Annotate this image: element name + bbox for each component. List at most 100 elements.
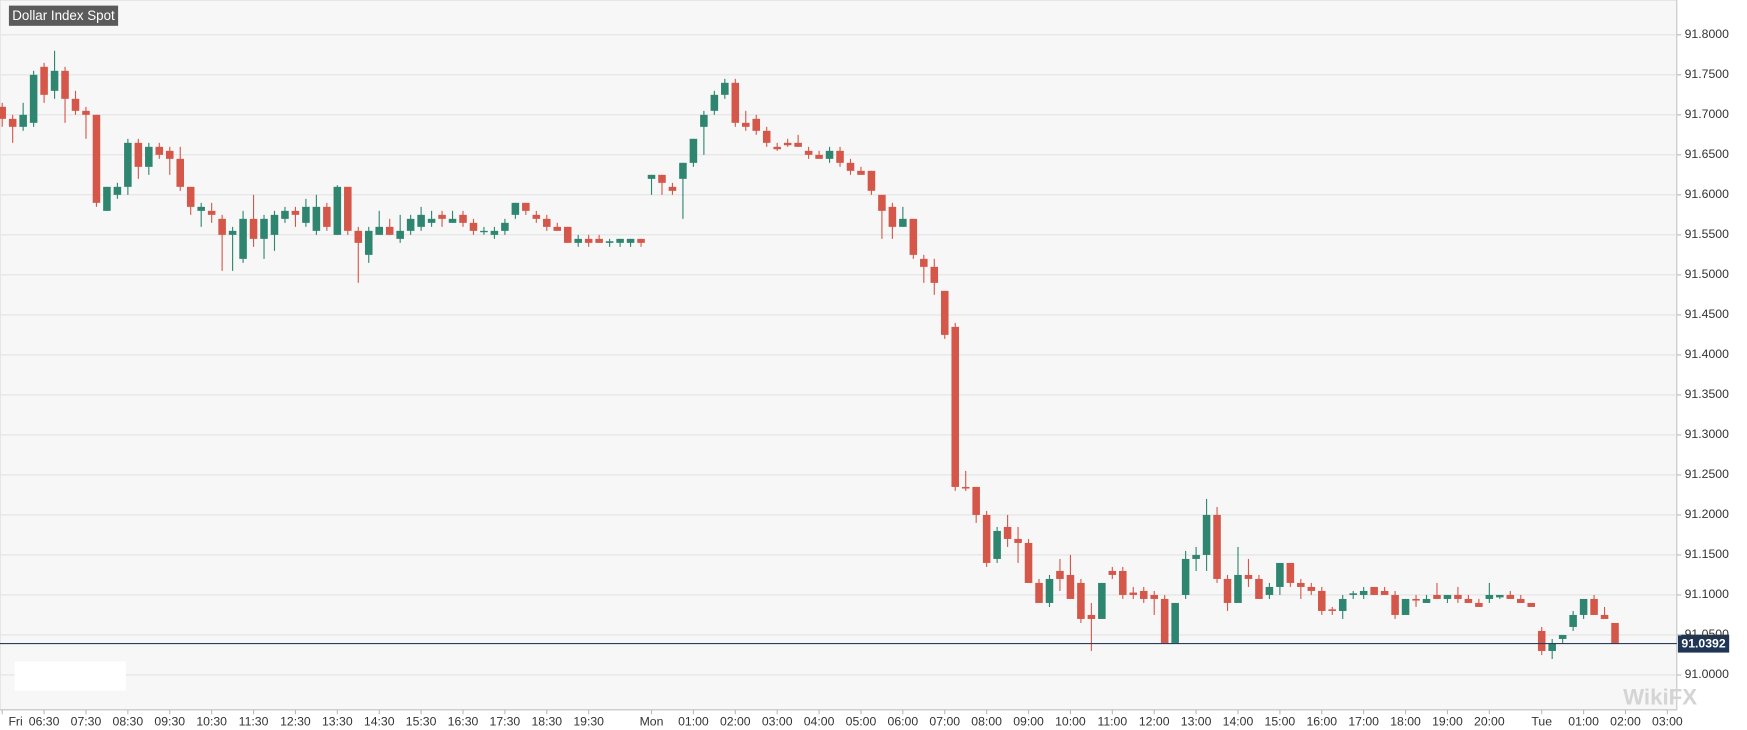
candle-body	[344, 186, 352, 231]
candle-body	[490, 230, 499, 235]
candle-body	[228, 230, 237, 235]
candle-body	[1119, 570, 1127, 595]
candle-body	[825, 150, 834, 159]
candle-body	[1475, 602, 1483, 607]
candle-body	[1600, 614, 1609, 619]
candle-body	[1579, 598, 1588, 615]
x-tick-label: 03:00	[762, 714, 793, 728]
candle-body	[385, 226, 394, 235]
candle-body	[155, 146, 164, 155]
candle-body	[1558, 634, 1567, 639]
candle-body	[1412, 598, 1420, 601]
candle-body	[1234, 574, 1242, 603]
candle-body	[961, 486, 970, 489]
candle-body	[930, 266, 939, 283]
candle-body	[1087, 614, 1096, 619]
candle-body	[186, 186, 195, 207]
x-tick-label: 12:00	[1139, 714, 1170, 728]
candle-body	[721, 82, 729, 95]
x-tick-label: 16:00	[1306, 714, 1337, 728]
y-tick-label: 91.8000	[1685, 27, 1729, 41]
candle-body	[920, 258, 928, 267]
candle-body	[239, 218, 247, 259]
candle-body	[522, 202, 530, 211]
x-tick-label: 19:00	[1432, 714, 1463, 728]
watermark: WikiFX	[1623, 684, 1697, 709]
y-tick-label: 91.1000	[1685, 587, 1729, 601]
candle-body	[1318, 590, 1326, 611]
candle-body	[909, 218, 918, 255]
candle-body	[679, 162, 687, 179]
candle-body	[40, 66, 48, 95]
candle-body	[333, 186, 342, 235]
candle-body	[1338, 598, 1347, 611]
candle-body	[113, 186, 122, 195]
candle-body	[50, 70, 59, 91]
candle-body	[773, 146, 781, 150]
y-axis-area	[1676, 0, 1747, 710]
candle-body	[616, 238, 624, 243]
y-tick-label: 91.5000	[1685, 267, 1729, 281]
candle-body	[878, 194, 886, 211]
candle-body	[1454, 594, 1462, 599]
candle-body	[1401, 598, 1410, 615]
candle-body	[982, 514, 991, 563]
y-tick-label: 91.4500	[1685, 307, 1729, 321]
candle-body	[103, 186, 111, 211]
candle-body	[1129, 592, 1138, 595]
last-price-label: 91.0392	[1681, 636, 1725, 650]
candle-body	[501, 222, 509, 231]
candle-body	[1506, 594, 1515, 599]
candle-body	[689, 138, 698, 163]
x-tick-label: 09:30	[154, 714, 185, 728]
candle-body	[406, 218, 415, 231]
last-price-box	[1677, 634, 1730, 653]
candle-body	[71, 98, 80, 111]
candle-body	[176, 158, 185, 187]
candle-body	[1077, 582, 1085, 619]
candle-body	[563, 226, 572, 243]
candle-body	[469, 222, 478, 231]
x-tick-label: 17:00	[1348, 714, 1379, 728]
y-tick-label: 91.0500	[1685, 627, 1729, 641]
candle-body	[1045, 578, 1054, 603]
x-tick-label: 17:30	[490, 714, 521, 728]
x-tick-label: 07:30	[71, 714, 102, 728]
candle-body	[1359, 590, 1368, 595]
grid	[0, 34, 1677, 676]
y-tick-label: 91.7500	[1685, 67, 1729, 81]
candle-body	[1223, 578, 1232, 603]
candle-body	[783, 142, 792, 146]
x-tick-label: 14:00	[1223, 714, 1254, 728]
candle-body	[1024, 542, 1033, 583]
candle-body	[92, 114, 101, 203]
candle-body	[1527, 602, 1536, 607]
candle-body	[993, 530, 1001, 559]
y-tick-label: 91.4000	[1685, 347, 1729, 361]
x-tick-label: 06:00	[888, 714, 919, 728]
candle-body	[1003, 526, 1012, 539]
candle-body	[1265, 586, 1274, 595]
candle-body	[218, 218, 226, 235]
candle-body	[1328, 609, 1337, 611]
candle-body	[1370, 586, 1378, 595]
x-tick-label: 15:30	[406, 714, 437, 728]
candle-body	[124, 142, 132, 187]
x-tick-label: 13:30	[322, 714, 353, 728]
candle-body	[396, 230, 404, 239]
y-tick-label: 91.1500	[1685, 547, 1729, 561]
candle-body	[668, 186, 677, 191]
candle-body	[61, 70, 69, 99]
candle-body	[1590, 598, 1598, 615]
candle-body	[1160, 598, 1169, 643]
candle-body	[1485, 594, 1494, 599]
x-tick-label: 01:00	[1568, 714, 1599, 728]
candle-body	[1014, 538, 1022, 543]
candle-body	[8, 118, 17, 127]
candle-body	[574, 238, 582, 243]
candle-body	[553, 226, 562, 231]
y-tick-label: 91.6000	[1685, 187, 1729, 201]
candle-body	[1496, 594, 1504, 598]
candle-body	[972, 486, 980, 515]
